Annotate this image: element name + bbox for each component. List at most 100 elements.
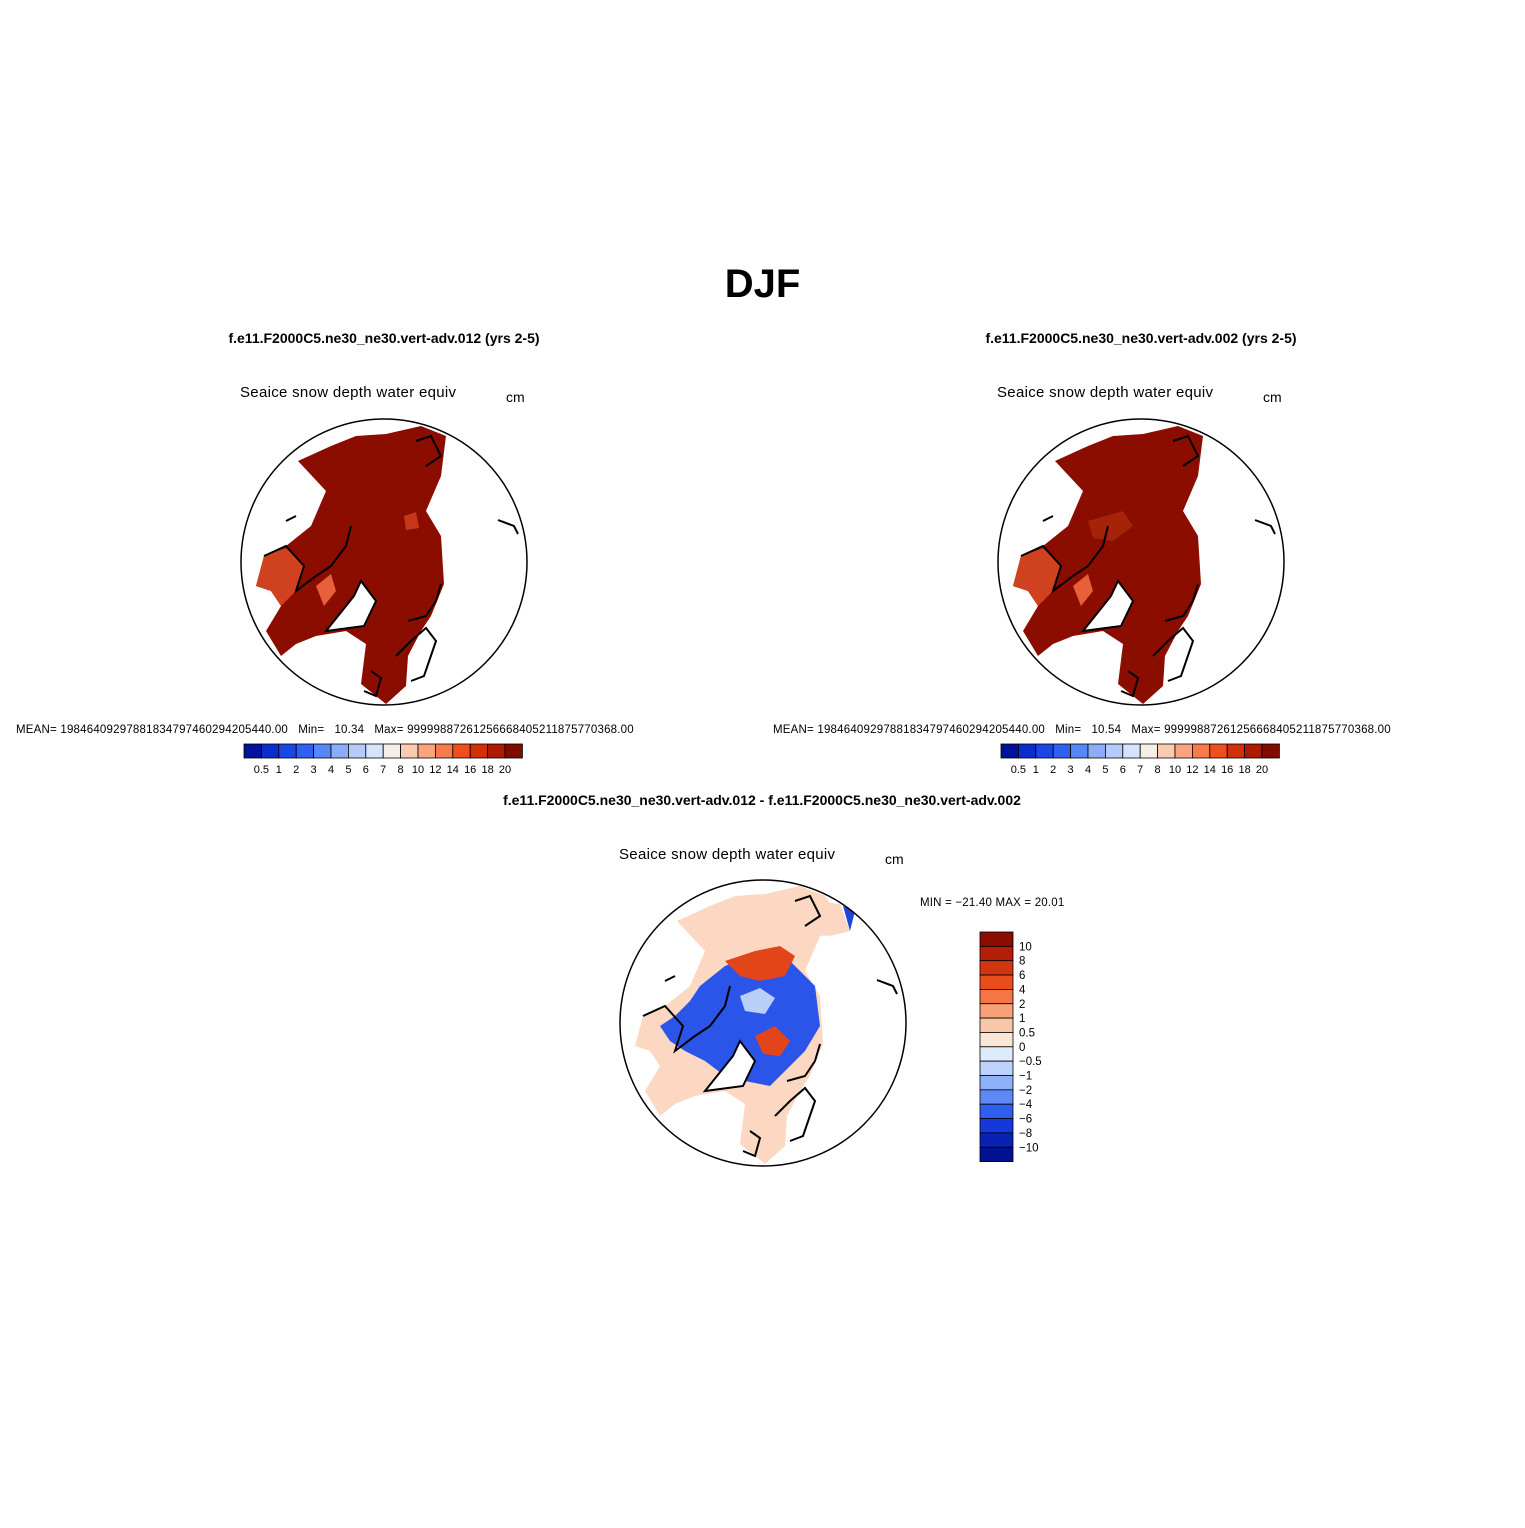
colorbar-tick-label: −4	[1019, 1099, 1033, 1111]
colorbar-box	[1017, 743, 1037, 759]
colorbar-box	[330, 743, 349, 759]
colorbar-box	[1105, 743, 1124, 759]
panel1-stats: MEAN= 19846409297881834797460294205440.0…	[16, 724, 634, 736]
colorbar-tick-label: 3	[311, 764, 317, 776]
panel2-variable-title: Seaice snow depth water equiv	[997, 384, 1214, 401]
difference-units: cm	[885, 851, 904, 867]
difference-polar-map	[619, 879, 907, 1167]
colorbar-tick-label: 2	[293, 764, 299, 776]
panel2-min-value: 10.54	[1091, 724, 1122, 736]
colorbar-tick-label: 10	[412, 764, 424, 776]
colorbar-tick-label: 5	[345, 764, 351, 776]
panel2-case-title: f.e11.F2000C5.ne30_ne30.vert-adv.002 (yr…	[985, 330, 1297, 346]
colorbar-tick-label: 7	[1137, 764, 1143, 776]
colorbar-box	[260, 743, 280, 759]
colorbar-tick-label: 18	[1238, 764, 1250, 776]
panel1-min-label: Min=	[298, 724, 325, 736]
colorbar-box	[1191, 743, 1211, 759]
colorbar-tick-label: 3	[1068, 764, 1074, 776]
colorbar-tick-label: 20	[1256, 764, 1268, 776]
colorbar-box	[1000, 743, 1019, 759]
colorbar-tick-label: 4	[1019, 984, 1026, 996]
panel1-max-value: 9999988726125666840521187577036​8.00	[407, 724, 634, 736]
colorbar-tick-label: 7	[380, 764, 386, 776]
panel2-min-label: Min=	[1055, 724, 1082, 736]
colorbar-box	[979, 945, 1014, 962]
colorbar-tick-label: 10	[1169, 764, 1181, 776]
colorbar-box	[979, 1103, 1014, 1119]
panel1-colorbar: 0.5 1 2 3 4 5 6 7 8 10 12 14 16 18 20	[243, 743, 523, 776]
colorbar-box	[452, 743, 471, 759]
colorbar-tick-label: 12	[429, 764, 441, 776]
colorbar-box	[979, 1032, 1014, 1048]
colorbar-tick-label: 0.5	[254, 764, 269, 776]
panel1-polar-map	[240, 418, 528, 706]
colorbar-box	[979, 960, 1014, 976]
colorbar-box	[979, 1003, 1014, 1019]
colorbar-box	[295, 743, 315, 759]
colorbar-tick-label: 2	[1050, 764, 1056, 776]
colorbar-tick-label: 0.5	[1019, 1027, 1035, 1039]
colorbar-box	[1122, 743, 1141, 759]
colorbar-tick-label: −8	[1019, 1128, 1032, 1140]
colorbar-box	[979, 1146, 1014, 1163]
difference-map-boundary	[619, 879, 907, 1167]
colorbar-box	[348, 743, 367, 759]
colorbar-box	[1070, 743, 1089, 759]
colorbar-box	[382, 743, 401, 759]
colorbar-tick-label: 8	[1019, 956, 1025, 968]
colorbar-box	[979, 931, 1014, 947]
colorbar-tick-label: 8	[1155, 764, 1161, 776]
difference-field	[635, 886, 855, 1164]
panel2-map-boundary	[997, 418, 1285, 706]
colorbar-tick-label: −6	[1019, 1114, 1032, 1126]
panel1-sea-ice-field	[256, 426, 446, 704]
colorbar-tick-label: 14	[447, 764, 459, 776]
colorbar-box	[469, 743, 488, 759]
colorbar-tick-label: 10	[1019, 941, 1032, 953]
colorbar-tick-label: 1	[1019, 1013, 1025, 1025]
difference-case-title: f.e11.F2000C5.ne30_ne30.vert-adv.012 - f…	[503, 792, 1021, 808]
colorbar-tick-label: 12	[1186, 764, 1198, 776]
colorbar-tick-label: 1	[276, 764, 282, 776]
colorbar-box	[1244, 743, 1263, 759]
colorbar-tick-label: 4	[328, 764, 334, 776]
difference-variable-title: Seaice snow depth water equiv	[619, 846, 836, 863]
colorbar-box	[1087, 743, 1106, 759]
colorbar-tick-label: 0	[1019, 1042, 1025, 1054]
colorbar-box	[365, 743, 384, 759]
panel1-coastlines	[263, 434, 519, 698]
season-title: DJF	[724, 262, 801, 306]
panel2-stats: MEAN= 19846409297881834797460294205440.0…	[773, 724, 1391, 736]
colorbar-tick-label: −2	[1019, 1085, 1032, 1097]
panel2-coastlines	[1020, 434, 1276, 698]
colorbar-tick-label: 18	[481, 764, 493, 776]
colorbar-box	[979, 989, 1014, 1005]
colorbar-tick-label: 20	[499, 764, 511, 776]
colorbar-box	[400, 743, 419, 759]
panel1-max-label: Max=	[374, 724, 404, 736]
panel2-max-label: Max=	[1131, 724, 1161, 736]
panel2-sea-ice-field	[1013, 426, 1203, 704]
colorbar-box	[1261, 743, 1280, 759]
colorbar-box	[979, 1017, 1014, 1033]
panel2-mean-label: MEAN=	[773, 724, 814, 736]
panel2-mean-value: 19846409297881834797460294205440.00	[817, 724, 1046, 736]
colorbar-box	[979, 1118, 1014, 1134]
colorbar-box	[504, 743, 523, 759]
panel2-colorbar: 0.5 1 2 3 4 5 6 7 8 10 12 14 16 18 20	[1000, 743, 1280, 776]
colorbar-box	[979, 1046, 1014, 1062]
colorbar-tick-label: 2	[1019, 999, 1025, 1011]
difference-coastlines	[642, 894, 898, 1158]
difference-colorbar: 10 8 6 4 2 1 0.5 0 −0.5 −1 −2 −4 −6 −8 −10	[979, 931, 1042, 1163]
colorbar-tick-label: −0.5	[1019, 1056, 1042, 1068]
colorbar-box	[1052, 743, 1072, 759]
difference-minmax: MIN = −21.40 MAX = 20.01	[920, 897, 1065, 909]
panel1-variable-title: Seaice snow depth water equiv	[240, 384, 457, 401]
colorbar-box	[487, 743, 506, 759]
colorbar-tick-label: 16	[1221, 764, 1233, 776]
colorbar-box	[979, 974, 1014, 990]
colorbar-tick-label: 6	[1019, 970, 1025, 982]
colorbar-box	[1035, 743, 1054, 759]
panel1-case-title: f.e11.F2000C5.ne30_ne30.vert-adv.012 (yr…	[228, 330, 540, 346]
